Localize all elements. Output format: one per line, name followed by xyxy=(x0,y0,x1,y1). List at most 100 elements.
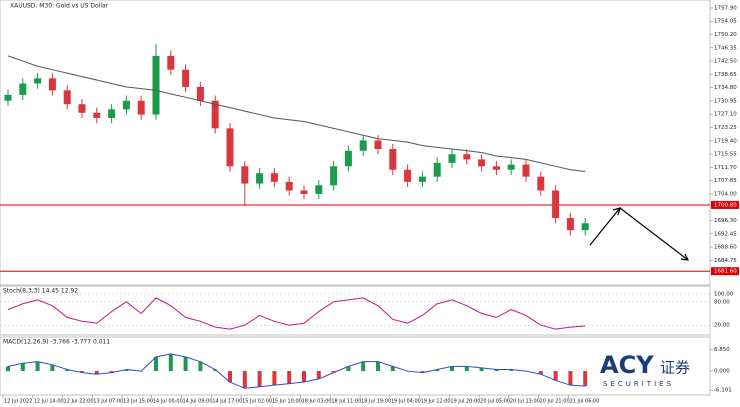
candle-body xyxy=(211,100,219,129)
macd-bar xyxy=(287,371,292,384)
y-tick-label: 1730.95 xyxy=(714,98,737,104)
y-tick-label: 1704.00 xyxy=(714,191,737,197)
y-tick-label: 1746.35 xyxy=(714,45,737,51)
candle-body xyxy=(182,69,190,87)
candle-body xyxy=(34,78,42,84)
macd-bar xyxy=(272,371,277,386)
candle-body xyxy=(492,166,500,170)
candle-body xyxy=(315,185,323,194)
candle-body xyxy=(300,190,308,194)
y-tick-label: 1754.05 xyxy=(714,19,737,25)
logo: ACY 证券 SECURITIES xyxy=(600,351,690,388)
candle-body xyxy=(4,94,12,101)
y-tick-label: 1742.50 xyxy=(714,59,737,65)
macd-bar xyxy=(494,369,499,372)
macd-bar xyxy=(124,369,129,372)
macd-bar xyxy=(346,366,351,372)
macd-bar xyxy=(464,366,469,372)
macd-line xyxy=(7,353,586,389)
macd-bar xyxy=(80,371,84,373)
macd-bar xyxy=(65,369,70,372)
candle-body xyxy=(108,109,116,119)
candle-body xyxy=(270,173,278,182)
macd-bar xyxy=(316,371,321,379)
stoch-title: Stoch(8,3,3) 14.45 12.92 xyxy=(3,288,78,295)
y-tick-label: 1750.20 xyxy=(714,32,737,38)
level-label: 1681.60 xyxy=(714,269,737,275)
x-tick-label: 21 Jul 06:00 xyxy=(569,399,599,405)
y-tick-label: 1738.65 xyxy=(714,72,737,78)
logo-chinese: 证券 xyxy=(660,359,690,377)
candle-body xyxy=(226,128,234,167)
y-tick-label: 1727.10 xyxy=(714,112,737,118)
candle-body xyxy=(196,86,204,101)
x-tick-label: 12 Jul 14:00 xyxy=(34,399,64,405)
y-tick-label: 1684.75 xyxy=(714,258,737,264)
macd-bar xyxy=(50,364,55,372)
x-tick-label: 13 Jul 07:00 xyxy=(93,399,123,405)
y-tick-label: 1715.55 xyxy=(714,152,737,158)
candle-body xyxy=(167,55,175,70)
x-tick-label: 15 Jul 02:00 xyxy=(242,399,272,405)
macd-bar xyxy=(35,361,40,372)
macd-bar xyxy=(376,361,380,372)
macd-bar xyxy=(213,369,218,372)
candle-body xyxy=(122,100,130,110)
y-tick-label: 1723.25 xyxy=(714,125,737,131)
y-tick-label: 1707.85 xyxy=(714,178,737,184)
candle-body xyxy=(537,176,545,191)
x-tick-label: 20 Jul 21:00 xyxy=(540,399,570,405)
candle-body xyxy=(78,104,86,113)
candle-body xyxy=(389,149,397,170)
x-tick-label: 14 Jul 17:00 xyxy=(212,399,242,405)
x-tick-label: 18 Jul 19:00 xyxy=(361,399,391,405)
candle-body xyxy=(63,90,71,105)
x-tick-label: 18 Jul 11:00 xyxy=(331,399,361,405)
level-tag xyxy=(711,267,739,276)
y-tick-label: 1688.60 xyxy=(714,245,737,251)
candle-body xyxy=(256,173,264,184)
candle-body xyxy=(433,162,441,177)
y-tick-label: 1719.40 xyxy=(714,138,737,144)
candle-body xyxy=(344,150,352,167)
macd-bar xyxy=(450,366,454,372)
macd-bar xyxy=(257,371,262,387)
arrows xyxy=(589,207,690,261)
candle-body xyxy=(359,140,367,151)
macd-bar xyxy=(331,371,336,373)
candle-body xyxy=(285,181,293,191)
macd-bar xyxy=(94,371,99,375)
macd-bar xyxy=(538,371,543,375)
y-tick-label: 1734.80 xyxy=(714,85,737,91)
candle-body xyxy=(241,166,249,184)
x-tick-label: 19 Jul 12:00 xyxy=(421,399,451,405)
x-tick-label: 12 Jul 22:00 xyxy=(64,399,94,405)
macd-bar xyxy=(583,371,588,387)
logo-sub: SECURITIES xyxy=(603,380,674,388)
x-tick-label: 13 Jul 15:00 xyxy=(123,399,153,405)
macd-bar xyxy=(435,369,440,372)
candle-body xyxy=(152,55,160,115)
macd-bar xyxy=(20,363,25,372)
y-tick-label: -6.101 xyxy=(714,388,732,394)
candle-body xyxy=(418,176,426,182)
x-tick-label: 14 Jul 00:00 xyxy=(153,399,183,405)
macd-bar xyxy=(420,371,425,373)
y-tick-label: 20.00 xyxy=(714,323,730,329)
y-tick-label: 100.00 xyxy=(714,292,734,298)
macd-bar xyxy=(168,353,173,372)
y-tick-label: 0.000 xyxy=(714,369,730,375)
candle-body xyxy=(19,83,27,95)
moving-average xyxy=(7,55,586,172)
main-panel xyxy=(0,0,711,286)
macd-bar xyxy=(109,371,114,373)
x-tick-label: 20 Jul 13:00 xyxy=(510,399,540,405)
macd-bar xyxy=(479,367,484,372)
candle-body xyxy=(48,78,56,91)
macd-panel xyxy=(0,336,711,396)
macd-title: MACD(12,26,9) -3.766 -3.777 0.011 xyxy=(3,339,110,346)
candle-body xyxy=(566,218,574,231)
stoch-panel xyxy=(0,285,711,336)
candle-body xyxy=(581,223,589,231)
